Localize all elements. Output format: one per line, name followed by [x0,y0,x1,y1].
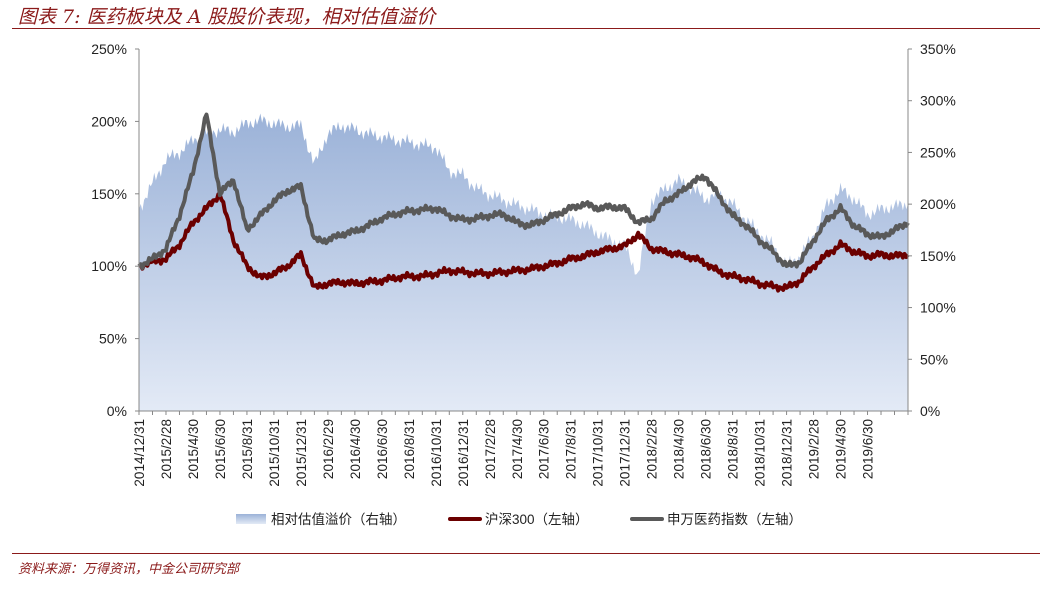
left-tick-label: 200% [91,113,127,129]
x-tick-label: 2019/4/30 [834,419,849,479]
x-tick-label: 2015/8/31 [240,419,255,479]
x-tick-label: 2015/12/31 [294,419,309,487]
left-tick-label: 50% [99,331,127,347]
series-csi300-line [137,192,910,293]
right-tick-label: 250% [920,144,956,160]
right-tick-label: 50% [920,351,948,367]
x-tick-label: 2019/6/30 [861,419,876,479]
x-tick-label: 2016/2/29 [321,419,336,479]
x-tick-label: 2017/6/30 [537,419,552,479]
left-tick-label: 0% [107,403,127,419]
x-tick-label: 2015/2/28 [159,419,174,479]
left-tick-label: 150% [91,186,127,202]
x-tick-label: 2016/6/30 [375,419,390,479]
x-tick-label: 2016/8/31 [402,419,417,479]
x-tick-label: 2018/4/30 [672,419,687,479]
figure-title: 图表 7: 医药板块及 A 股股价表现，相对估值溢价 [18,6,436,28]
legend-label: 沪深300（左轴） [485,512,589,527]
left-tick-label: 250% [91,41,127,57]
legend-label: 申万医药指数（左轴） [667,512,802,527]
x-tick-label: 2018/2/28 [645,419,660,479]
x-tick-label: 2015/10/31 [267,419,282,487]
x-tick-label: 2017/10/31 [591,419,606,487]
x-tick-label: 2017/12/31 [618,419,633,487]
x-tick-label: 2016/10/31 [429,419,444,487]
x-tick-label: 2018/12/31 [780,419,795,487]
source-note: 资料来源：万得资讯，中金公司研究部 [18,562,240,577]
x-tick-label: 2018/8/31 [726,419,741,479]
legend-label: 相对估值溢价（右轴） [271,512,406,527]
x-tick-label: 2019/2/28 [807,419,822,479]
source-rule [12,553,1040,554]
series-pharma-line [137,112,910,270]
x-tick-label: 2018/10/31 [753,419,768,487]
right-tick-label: 0% [920,403,940,419]
x-tick-label: 2017/4/30 [510,419,525,479]
x-tick-label: 2016/4/30 [348,419,363,479]
x-tick-label: 2017/8/31 [564,419,579,479]
x-tick-label: 2016/12/31 [456,419,471,487]
right-tick-label: 150% [920,248,956,264]
title-rule [12,28,1040,29]
right-tick-label: 200% [920,196,956,212]
x-tick-label: 2017/2/28 [483,419,498,479]
right-tick-label: 350% [920,41,956,57]
right-tick-label: 100% [920,300,956,316]
left-tick-label: 100% [91,258,127,274]
legend-swatch-premium [236,514,266,524]
x-tick-label: 2018/6/30 [699,419,714,479]
x-tick-label: 2015/6/30 [213,419,228,479]
right-tick-label: 300% [920,93,956,109]
x-tick-label: 2015/4/30 [186,419,201,479]
x-tick-label: 2014/12/31 [132,419,147,487]
